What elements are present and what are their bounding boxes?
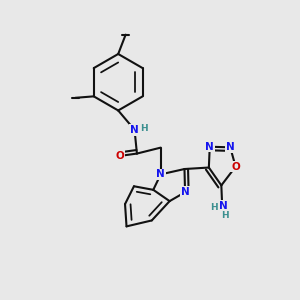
- Text: N: N: [206, 142, 214, 152]
- Text: O: O: [115, 151, 124, 161]
- Text: N: N: [130, 125, 139, 135]
- Text: H: H: [221, 211, 229, 220]
- Text: N: N: [181, 187, 189, 197]
- Text: H: H: [210, 203, 218, 212]
- Text: N: N: [226, 142, 235, 152]
- Text: O: O: [231, 162, 240, 172]
- Text: H: H: [140, 124, 147, 133]
- Text: N: N: [219, 201, 228, 211]
- Text: N: N: [156, 169, 165, 179]
